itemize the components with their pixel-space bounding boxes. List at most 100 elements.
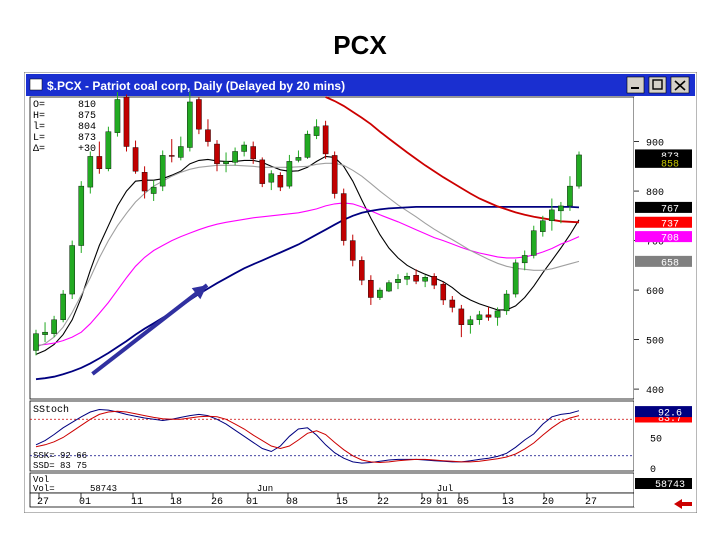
price-tick-label: 800 bbox=[646, 188, 664, 199]
candle-body bbox=[150, 186, 157, 194]
candle-body bbox=[69, 245, 75, 295]
price-tag-label: 708 bbox=[661, 234, 679, 245]
stoch-title: SStoch bbox=[33, 404, 69, 416]
candle-body bbox=[295, 157, 302, 161]
candle-body bbox=[96, 156, 103, 169]
date-tick-label: 11 bbox=[131, 497, 143, 508]
candle-body bbox=[177, 146, 184, 158]
candle-body bbox=[232, 151, 238, 163]
volume-readout-label: Vol= bbox=[33, 484, 55, 494]
moving-average-line bbox=[35, 202, 580, 347]
ohlc-box: O= 810 H= 875 l= 804 L= 873 Δ= +30 bbox=[33, 100, 96, 155]
candle-body bbox=[322, 125, 329, 155]
date-tick-label: 22 bbox=[377, 497, 389, 508]
stoch-line-ssk bbox=[35, 408, 580, 464]
candle-body bbox=[359, 260, 365, 281]
ohlc-value: 804 bbox=[78, 122, 96, 133]
ohlc-value: 875 bbox=[78, 111, 96, 122]
stoch-tag-label: 83.7 bbox=[658, 414, 682, 425]
date-tick-label: 27 bbox=[585, 497, 597, 508]
candle-body bbox=[78, 185, 85, 246]
back-arrow-icon[interactable] bbox=[674, 499, 692, 509]
candle-body bbox=[304, 133, 311, 158]
price-tag bbox=[635, 201, 692, 213]
date-tick-label: 01 bbox=[436, 497, 448, 508]
stoch-line-ssd bbox=[35, 410, 580, 464]
stoch-tag bbox=[635, 406, 692, 418]
candle-body bbox=[268, 173, 275, 183]
candle-body bbox=[512, 262, 519, 295]
price-tag bbox=[635, 255, 692, 267]
volume-tag bbox=[635, 478, 692, 489]
date-tick-label: 13 bbox=[502, 497, 514, 508]
candle-body bbox=[105, 131, 112, 169]
close-button[interactable] bbox=[670, 76, 690, 94]
date-tick-label: 29 bbox=[420, 497, 432, 508]
candle-body bbox=[60, 293, 66, 320]
ohlc-value: 873 bbox=[78, 133, 96, 144]
candle-body bbox=[404, 276, 410, 280]
candle-body bbox=[440, 283, 447, 301]
date-tick-label: 01 bbox=[246, 497, 258, 508]
candle-body bbox=[503, 293, 510, 312]
candle-body bbox=[368, 279, 374, 298]
ohlc-label: l= bbox=[33, 121, 45, 133]
candle-body bbox=[540, 220, 546, 232]
candle-body bbox=[259, 159, 266, 184]
month-label: Jun bbox=[257, 484, 273, 494]
candle-body bbox=[549, 209, 555, 221]
candle-body bbox=[205, 129, 211, 142]
price-tag-label: 858 bbox=[661, 159, 679, 170]
candle-body bbox=[449, 299, 456, 308]
chart-svg: $.PCX - Patriot coal corp, Daily (Delaye… bbox=[24, 72, 697, 513]
ohlc-label: Δ= bbox=[33, 144, 45, 155]
candle-body bbox=[576, 154, 582, 187]
candle-body bbox=[123, 96, 130, 147]
candle-body bbox=[187, 101, 193, 148]
price-tick-label: 900 bbox=[646, 139, 664, 150]
price-tag bbox=[635, 156, 692, 168]
chart-window: $.PCX - Patriot coal corp, Daily (Delaye… bbox=[24, 72, 697, 513]
moving-average-line bbox=[35, 162, 580, 348]
minimize-button[interactable] bbox=[626, 76, 645, 94]
candle-body bbox=[141, 172, 148, 192]
price-tag bbox=[635, 231, 692, 243]
candle-body bbox=[458, 308, 465, 325]
stoch-tick-label: 0 bbox=[650, 465, 656, 476]
price-tick-label: 700 bbox=[646, 238, 664, 249]
date-tick-label: 20 bbox=[542, 497, 554, 508]
date-tick-label: 01 bbox=[79, 497, 91, 508]
annotation-arrow-shaft bbox=[91, 283, 209, 376]
candle-body bbox=[567, 185, 573, 207]
ohlc-value: +30 bbox=[78, 144, 96, 155]
candle-body bbox=[422, 277, 428, 282]
candle-body bbox=[51, 319, 57, 334]
ohlc-label: L= bbox=[33, 133, 45, 144]
maximize-button[interactable] bbox=[648, 76, 667, 94]
candle-body bbox=[558, 205, 564, 212]
candle-body bbox=[530, 230, 537, 256]
candle-body bbox=[313, 126, 320, 136]
candle-body bbox=[114, 99, 121, 133]
ohlc-value: 810 bbox=[78, 100, 96, 111]
window-title: $.PCX - Patriot coal corp, Daily (Delaye… bbox=[47, 79, 345, 93]
moving-average-line bbox=[35, 155, 580, 355]
price-tag-label: 767 bbox=[661, 204, 679, 215]
candle-body bbox=[277, 175, 284, 188]
date-tick-label: 08 bbox=[286, 497, 298, 508]
volume-panel bbox=[29, 472, 635, 494]
date-tick-label: 15 bbox=[336, 497, 348, 508]
candle-body bbox=[386, 282, 392, 292]
candle-body bbox=[331, 155, 338, 194]
candle-body bbox=[349, 240, 356, 261]
date-tick-label: 27 bbox=[37, 497, 49, 508]
candle-body bbox=[250, 146, 257, 160]
price-tick-label: 500 bbox=[646, 337, 664, 348]
volume-tag-label: 58743 bbox=[655, 480, 685, 491]
candle-body bbox=[467, 319, 474, 325]
candle-body bbox=[33, 333, 39, 351]
candle-body bbox=[196, 99, 202, 130]
candle-body bbox=[241, 144, 247, 152]
candle-body bbox=[521, 255, 528, 264]
candle-body bbox=[413, 275, 419, 282]
